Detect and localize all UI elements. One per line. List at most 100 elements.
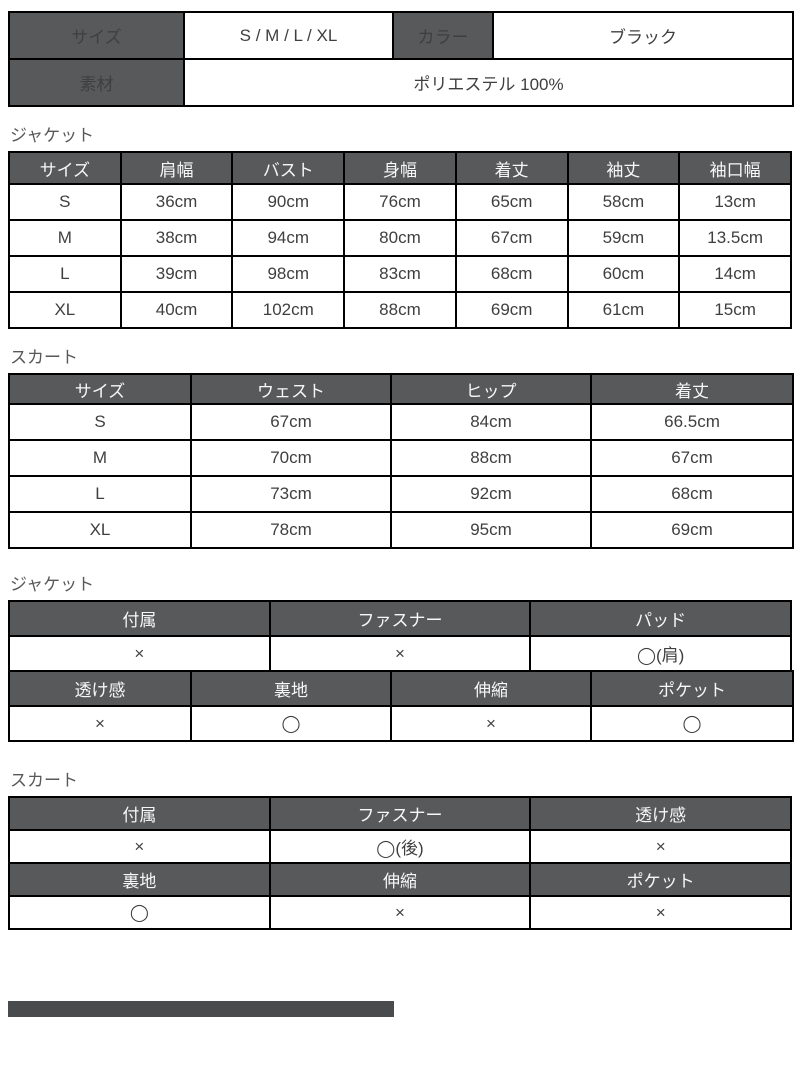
measurement-cell: 83cm — [343, 255, 457, 293]
measurement-cell: 92cm — [390, 475, 592, 513]
value-cell: × — [529, 895, 792, 930]
measurement-cell: 88cm — [390, 439, 592, 477]
header-cell: サイズ — [8, 373, 192, 405]
value-cell: × — [268, 635, 532, 672]
product-spec-page: サイズ S / M / L / XL カラー ブラック 素材 ポリエステル 10… — [8, 11, 794, 1017]
value-cell: ◯(肩) — [529, 635, 792, 672]
measurement-cell: 102cm — [231, 291, 346, 329]
header-cell: バスト — [231, 151, 346, 185]
measurement-cell: 36cm — [119, 183, 234, 221]
color-value-cell: ブラック — [492, 11, 794, 60]
header-cell: ポケット — [590, 670, 794, 707]
table-row: × ◯(後) × — [8, 829, 792, 864]
header-cell: ヒップ — [390, 373, 592, 405]
header-cell: ポケット — [529, 862, 792, 897]
measurement-cell: 39cm — [119, 255, 234, 293]
measurement-cell: 69cm — [454, 291, 569, 329]
measurement-cell: 60cm — [566, 255, 681, 293]
value-cell: × — [8, 635, 271, 672]
value-cell: ◯ — [590, 705, 794, 742]
header-cell: サイズ — [8, 151, 122, 185]
table-header-row: 付属 ファスナー 透け感 — [8, 796, 792, 831]
header-cell: ファスナー — [268, 796, 532, 831]
header-cell: 肩幅 — [119, 151, 234, 185]
color-label-cell: カラー — [392, 11, 494, 60]
size-cell: S — [8, 403, 192, 441]
table-header-row: サイズ 肩幅 バスト 身幅 着丈 袖丈 袖口幅 — [8, 151, 792, 185]
jacket-size-section-label: ジャケット — [10, 126, 95, 145]
value-cell: × — [529, 829, 792, 864]
header-cell: 透け感 — [8, 670, 192, 707]
measurement-cell: 68cm — [590, 475, 794, 513]
measurement-cell: 14cm — [678, 255, 792, 293]
table-header-row: サイズ ウェスト ヒップ 着丈 — [8, 373, 794, 405]
table-row: S 36cm 90cm 76cm 65cm 58cm 13cm — [8, 183, 792, 221]
table-row: M 38cm 94cm 80cm 67cm 59cm 13.5cm — [8, 219, 792, 257]
header-cell: 付属 — [8, 796, 271, 831]
table-row: L 73cm 92cm 68cm — [8, 475, 794, 513]
value-cell: ◯(後) — [268, 829, 532, 864]
measurement-cell: 65cm — [454, 183, 569, 221]
measurement-cell: 70cm — [190, 439, 392, 477]
measurement-cell: 78cm — [190, 511, 392, 549]
header-cell: 付属 — [8, 600, 271, 637]
table-row: XL 78cm 95cm 69cm — [8, 511, 794, 549]
measurement-cell: 59cm — [566, 219, 681, 257]
skirt-size-section-label: スカート — [10, 348, 78, 367]
measurement-cell: 88cm — [343, 291, 457, 329]
measurement-cell: 58cm — [566, 183, 681, 221]
material-label-cell: 素材 — [8, 58, 185, 107]
table-row: ◯ × × — [8, 895, 792, 930]
measurement-cell: 61cm — [566, 291, 681, 329]
table-row: S 67cm 84cm 66.5cm — [8, 403, 794, 441]
header-cell: 伸縮 — [390, 670, 592, 707]
measurement-cell: 90cm — [231, 183, 346, 221]
header-cell: 裏地 — [8, 862, 271, 897]
measurement-cell: 13cm — [678, 183, 792, 221]
header-cell: 伸縮 — [268, 862, 532, 897]
measurement-cell: 67cm — [590, 439, 794, 477]
jacket-detail-table-b: 透け感 裏地 伸縮 ポケット × ◯ × ◯ — [8, 670, 794, 742]
measurement-cell: 76cm — [343, 183, 457, 221]
table-row: × ◯ × ◯ — [8, 705, 794, 742]
table-row: L 39cm 98cm 83cm 68cm 60cm 14cm — [8, 255, 792, 293]
size-cell: L — [8, 255, 122, 293]
header-cell: 身幅 — [343, 151, 457, 185]
skirt-detail-table: 付属 ファスナー 透け感 × ◯(後) × 裏地 伸縮 ポケット ◯ × × — [8, 796, 792, 930]
measurement-cell: 98cm — [231, 255, 346, 293]
size-cell: XL — [8, 291, 122, 329]
value-cell: ◯ — [8, 895, 271, 930]
table-row: XL 40cm 102cm 88cm 69cm 61cm 15cm — [8, 291, 792, 329]
measurement-cell: 15cm — [678, 291, 792, 329]
measurement-cell: 84cm — [390, 403, 592, 441]
size-cell: S — [8, 183, 122, 221]
measurement-cell: 95cm — [390, 511, 592, 549]
table-header-row: 付属 ファスナー パッド — [8, 600, 792, 637]
value-cell: × — [8, 705, 192, 742]
material-value-cell: ポリエステル 100% — [183, 58, 794, 107]
value-cell: × — [390, 705, 592, 742]
value-cell: ◯ — [190, 705, 392, 742]
header-cell: 着丈 — [590, 373, 794, 405]
size-cell: XL — [8, 511, 192, 549]
size-cell: L — [8, 475, 192, 513]
table-header-row: 裏地 伸縮 ポケット — [8, 862, 792, 897]
header-cell: 裏地 — [190, 670, 392, 707]
value-cell: × — [8, 829, 271, 864]
value-cell: × — [268, 895, 532, 930]
header-cell: 透け感 — [529, 796, 792, 831]
table-row: 素材 ポリエステル 100% — [8, 58, 794, 107]
header-cell: パッド — [529, 600, 792, 637]
jacket-detail-table-a: 付属 ファスナー パッド × × ◯(肩) — [8, 600, 792, 672]
measurement-cell: 80cm — [343, 219, 457, 257]
skirt-detail-section-label: スカート — [10, 771, 78, 790]
measurement-cell: 69cm — [590, 511, 794, 549]
measurement-cell: 67cm — [190, 403, 392, 441]
header-cell: 袖丈 — [566, 151, 681, 185]
product-info-table: サイズ S / M / L / XL カラー ブラック 素材 ポリエステル 10… — [8, 11, 794, 107]
size-cell: M — [8, 219, 122, 257]
measurement-cell: 73cm — [190, 475, 392, 513]
header-cell: 着丈 — [454, 151, 569, 185]
measurement-cell: 68cm — [454, 255, 569, 293]
measurement-cell: 40cm — [119, 291, 234, 329]
